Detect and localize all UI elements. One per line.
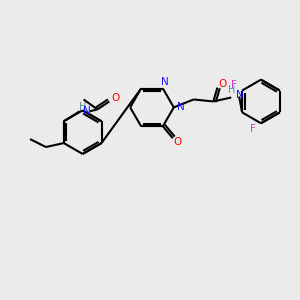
Text: F: F — [250, 124, 256, 134]
Text: N: N — [236, 89, 244, 100]
Text: O: O — [174, 137, 182, 147]
Text: O: O — [111, 94, 119, 103]
Text: H: H — [228, 85, 235, 94]
Text: F: F — [231, 80, 237, 90]
Text: O: O — [218, 79, 226, 88]
Text: N: N — [83, 106, 90, 116]
Text: N: N — [177, 102, 184, 112]
Text: H: H — [79, 102, 86, 112]
Text: N: N — [161, 76, 169, 87]
